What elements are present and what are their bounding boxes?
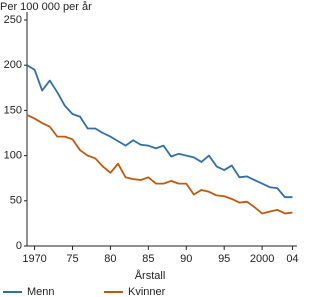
series-line [26,114,293,215]
y-tick-label: 100 [4,150,22,162]
legend-label: Menn [27,286,55,297]
y-axis-label: Per 100 000 per år [0,1,92,13]
legend-label: Kvinner [128,286,166,297]
x-tick-label: 1970 [22,253,46,265]
y-tick-label: 0 [16,240,22,252]
chart: Per 100 000 per år Årstall 0 50 100 150 200 2… [0,1,299,297]
y-tick-label: 200 [4,59,22,71]
x-tick-label: 04 [286,253,298,265]
x-tick-label: 2000 [250,253,274,265]
y-tick-label: 250 [4,14,22,26]
x-axis-label: Årstall [135,269,166,282]
x-tick-label: 80 [104,253,116,265]
x-tick-label: 85 [142,253,154,265]
x-tick-label: 95 [218,253,230,265]
y-tick-label: 50 [10,195,22,207]
x-tick-label: 75 [66,253,78,265]
series-line [26,64,293,199]
y-tick-label: 150 [4,104,22,116]
x-tick-label: 90 [180,253,192,265]
